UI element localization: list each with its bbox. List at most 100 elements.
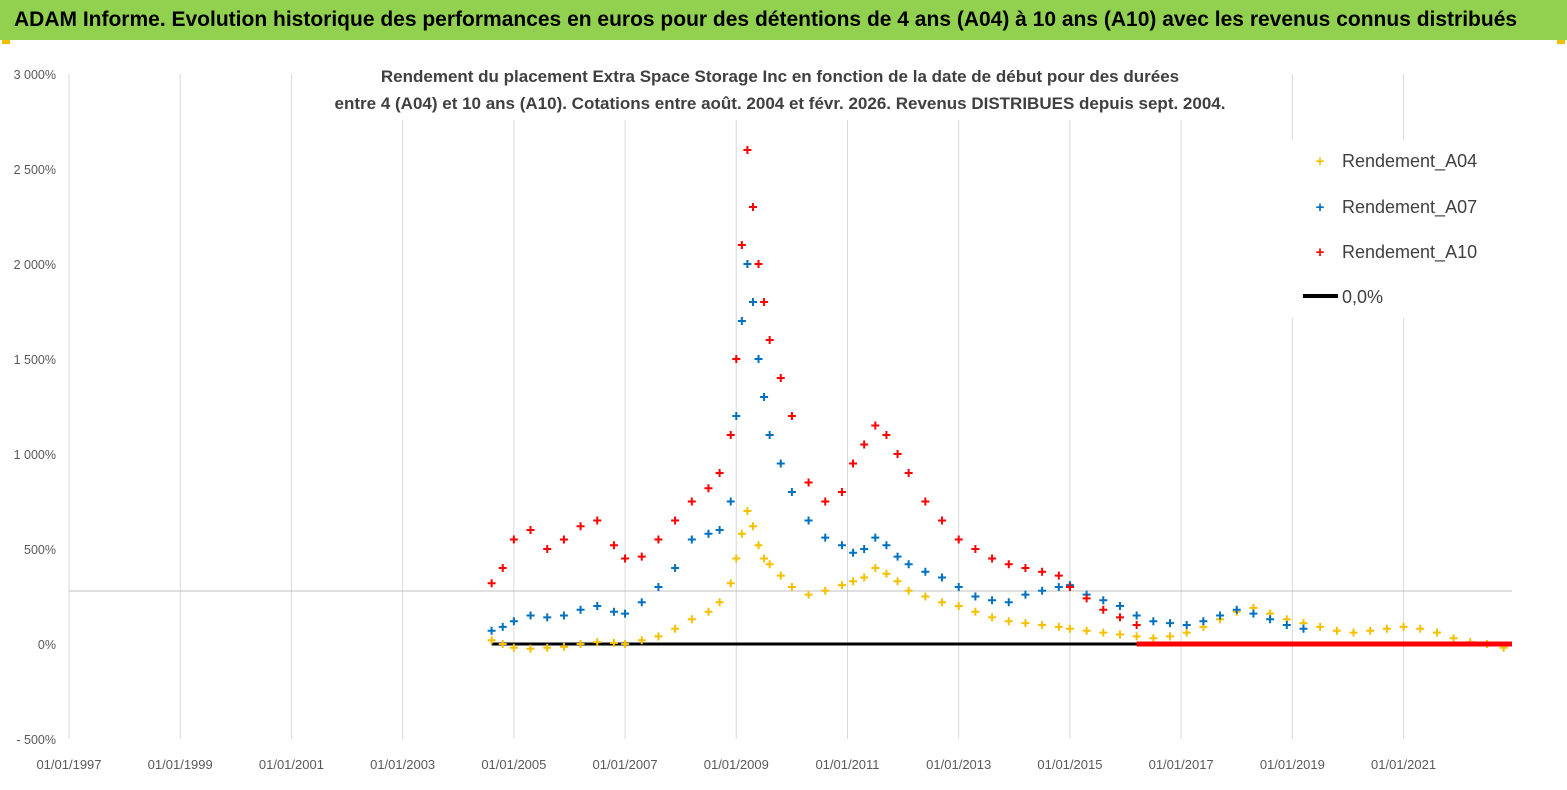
data-point <box>637 552 646 561</box>
data-point <box>754 260 763 268</box>
y-axis-ticks: - 500% 0% 500% 1 000% 1 500% 2 000% 2 500% 3 00… <box>14 68 56 747</box>
report-title-banner: ADAM Informe. Evolution historique des p… <box>0 0 1567 40</box>
data-point <box>715 598 724 607</box>
data-point <box>837 581 846 590</box>
data-series <box>487 146 1512 653</box>
data-point <box>487 636 496 645</box>
data-point <box>1021 590 1030 599</box>
data-point <box>621 609 630 618</box>
legend-label-a10: Rendement_A10 <box>1342 242 1477 263</box>
data-point <box>760 554 769 563</box>
data-point <box>654 535 663 544</box>
legend-label-zero: 0,0% <box>1342 287 1383 307</box>
data-point <box>904 560 913 569</box>
data-point <box>654 632 663 641</box>
data-point <box>921 592 930 601</box>
data-point <box>732 412 741 420</box>
data-point <box>787 583 796 591</box>
x-tick-label: 01/01/1997 <box>36 757 101 772</box>
data-point <box>671 564 680 572</box>
data-point <box>787 488 796 496</box>
data-point <box>1249 609 1258 618</box>
chart-title-line-1: Rendement du placement Extra Space Stora… <box>381 67 1179 86</box>
data-point <box>776 374 785 382</box>
data-point <box>671 624 680 633</box>
data-point <box>1038 621 1047 629</box>
data-point <box>1065 624 1074 633</box>
data-point <box>1349 628 1358 637</box>
data-point <box>609 639 618 648</box>
data-point <box>776 459 785 468</box>
data-point <box>1004 560 1013 569</box>
data-point <box>1132 621 1141 629</box>
data-point <box>821 533 830 542</box>
data-point <box>704 607 713 616</box>
data-point <box>1082 594 1091 603</box>
x-tick-label: 01/01/2015 <box>1037 757 1102 772</box>
banner-corner-left <box>2 40 10 44</box>
data-point <box>871 421 880 430</box>
data-point <box>748 203 757 211</box>
data-point <box>1082 626 1091 635</box>
data-point <box>1166 619 1175 628</box>
data-point <box>576 605 585 614</box>
data-point <box>621 640 630 648</box>
report-title: ADAM Informe. Evolution historique des p… <box>14 8 1518 31</box>
y-tick-label: 0% <box>38 638 56 652</box>
data-point <box>871 564 880 572</box>
data-point <box>526 611 535 620</box>
x-tick-label: 01/01/2005 <box>481 757 546 772</box>
data-point <box>748 522 757 531</box>
data-point <box>543 613 552 622</box>
data-point <box>1115 613 1124 622</box>
data-point <box>1299 624 1308 633</box>
data-point <box>893 577 902 586</box>
data-point <box>715 469 724 477</box>
data-point <box>1416 624 1425 633</box>
data-point <box>882 431 891 439</box>
data-point <box>1054 622 1063 631</box>
data-point <box>1266 615 1275 624</box>
data-point <box>576 522 585 531</box>
data-point <box>849 459 858 468</box>
data-point <box>971 545 980 553</box>
data-point <box>1199 617 1208 626</box>
data-point <box>1232 605 1241 614</box>
data-point <box>837 541 846 550</box>
data-point <box>1366 626 1375 635</box>
data-point <box>543 643 552 652</box>
data-point <box>904 469 913 477</box>
data-point <box>938 598 947 607</box>
data-point <box>954 535 963 544</box>
data-point <box>1149 634 1158 643</box>
data-point <box>821 497 830 506</box>
data-point <box>704 484 713 493</box>
data-point <box>559 642 568 651</box>
data-point <box>1038 586 1047 595</box>
y-tick-label: 1 500% <box>14 353 56 367</box>
data-point <box>1282 621 1291 629</box>
data-point <box>1115 602 1124 610</box>
data-point <box>559 611 568 620</box>
data-point <box>487 626 496 635</box>
data-point <box>609 541 618 550</box>
data-point <box>765 560 774 569</box>
data-point <box>904 586 913 595</box>
data-point <box>671 516 680 525</box>
legend-marker-a10: + <box>1316 244 1325 261</box>
x-tick-label: 01/01/2003 <box>370 757 435 772</box>
x-tick-label: 01/01/2017 <box>1149 757 1214 772</box>
data-point <box>715 526 724 534</box>
data-point <box>576 640 585 648</box>
data-point <box>498 564 507 572</box>
data-point <box>971 592 980 601</box>
data-point <box>1132 611 1141 620</box>
data-point <box>743 146 752 154</box>
data-point <box>988 613 997 622</box>
legend-item-a07: + Rendement_A07 <box>1316 197 1477 218</box>
x-tick-label: 01/01/2021 <box>1371 757 1436 772</box>
data-point <box>821 586 830 595</box>
series-rendement_a07 <box>487 260 1308 635</box>
data-point <box>1004 617 1013 626</box>
data-point <box>526 644 535 653</box>
